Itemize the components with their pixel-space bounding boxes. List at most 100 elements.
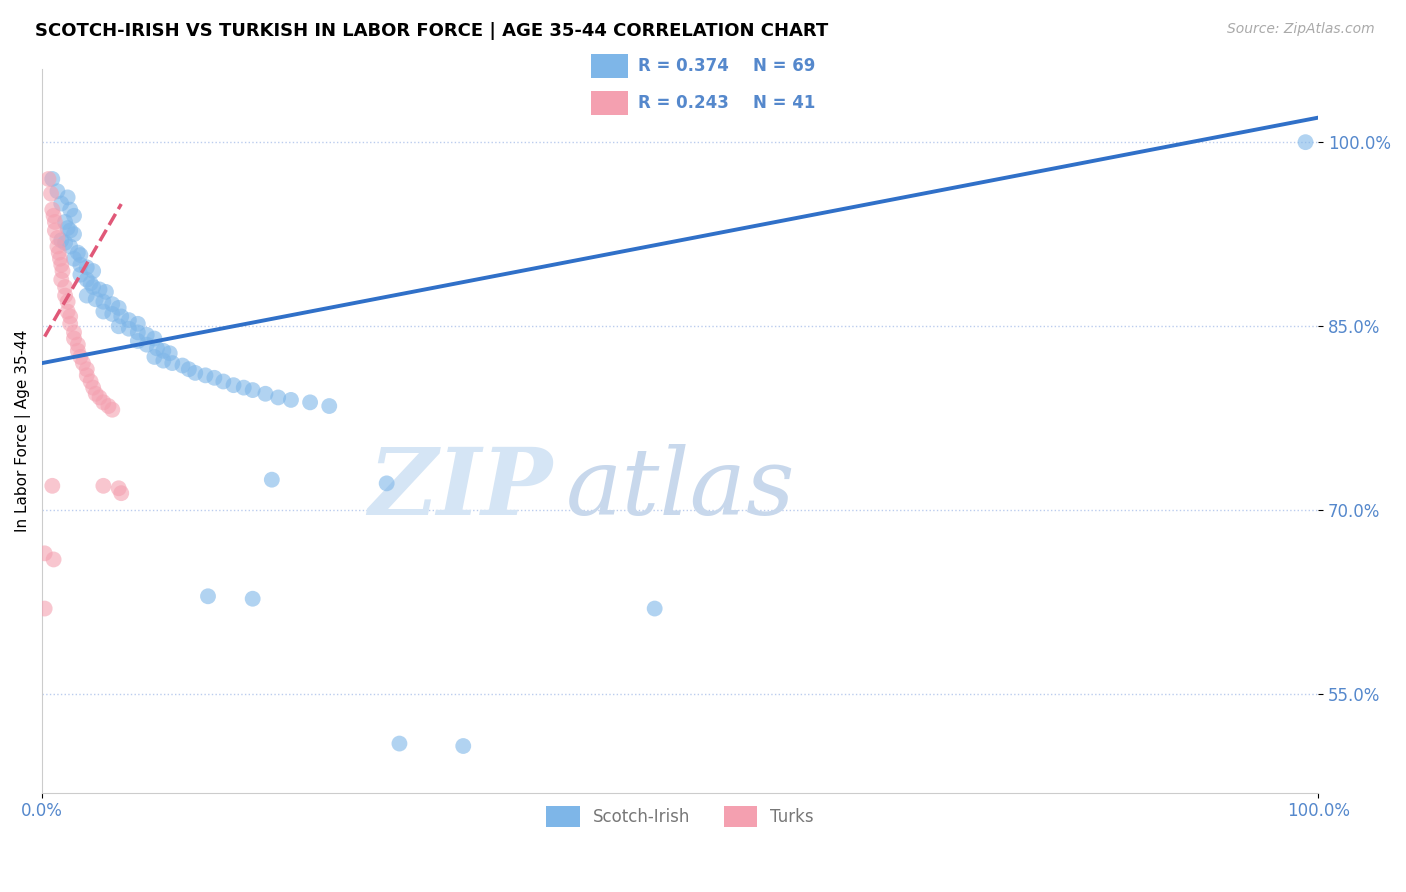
Point (93, 395, 115, 409)
Point (110, 486, 132, 500)
Point (84, 386, 107, 401)
Y-axis label: In Labor Force | Age 35-44: In Labor Force | Age 35-44 (15, 329, 31, 532)
Point (127, 326, 149, 340)
Point (69, 350, 91, 364)
Point (152, 343, 174, 358)
Point (63, 209, 86, 223)
Point (267, 391, 290, 405)
Point (202, 371, 225, 385)
Point (56, 294, 79, 309)
Point (375, 476, 398, 491)
Point (1295, 135, 1317, 149)
Point (41, 172, 63, 186)
Point (93, 294, 115, 309)
Point (143, 332, 166, 346)
Point (53, 235, 76, 250)
Point (118, 322, 141, 336)
Point (260, 473, 283, 487)
Point (388, 737, 411, 751)
Point (59, 223, 82, 237)
Point (59, 239, 82, 253)
Point (107, 301, 129, 315)
Point (146, 342, 169, 356)
Point (51, 233, 73, 247)
Point (69, 258, 91, 272)
Text: SCOTCH-IRISH VS TURKISH IN LABOR FORCE | AGE 35-44 CORRELATION CHART: SCOTCH-IRISH VS TURKISH IN LABOR FORCE |… (35, 22, 828, 40)
Point (76, 368, 98, 383)
Point (56, 304, 79, 318)
Point (197, 589, 219, 603)
Text: R = 0.374: R = 0.374 (638, 57, 728, 75)
Point (53, 215, 76, 229)
Point (39, 186, 62, 201)
Point (34, 546, 56, 560)
Text: atlas: atlas (565, 443, 794, 533)
Point (53, 280, 76, 294)
Point (82, 381, 104, 395)
Point (66, 337, 89, 351)
Text: ZIP: ZIP (368, 443, 553, 533)
Point (172, 359, 194, 373)
Point (242, 591, 264, 606)
Point (152, 353, 174, 368)
Point (82, 280, 104, 294)
Point (101, 402, 124, 417)
Point (162, 356, 184, 370)
Point (51, 264, 73, 278)
Point (107, 319, 129, 334)
Point (118, 313, 141, 327)
Text: R = 0.243: R = 0.243 (638, 95, 728, 112)
Point (34, 601, 56, 615)
Point (42, 552, 65, 566)
Point (76, 362, 98, 376)
Point (93, 479, 115, 493)
Point (42, 209, 65, 223)
Point (51, 272, 73, 286)
Point (66, 245, 89, 260)
Point (184, 366, 207, 380)
Point (110, 310, 132, 324)
Point (63, 252, 86, 266)
Point (143, 350, 166, 364)
Point (79, 375, 101, 389)
Point (299, 395, 322, 409)
Point (44, 223, 66, 237)
Point (254, 386, 277, 401)
Point (451, 739, 474, 753)
Point (46, 184, 69, 198)
Point (194, 368, 217, 383)
Point (46, 239, 69, 253)
Point (97, 399, 120, 413)
Text: N = 69: N = 69 (752, 57, 815, 75)
Text: N = 41: N = 41 (752, 95, 815, 112)
Point (51, 196, 73, 211)
Point (44, 215, 66, 229)
Point (232, 381, 254, 395)
Point (177, 362, 200, 376)
Point (69, 248, 91, 262)
Point (56, 221, 79, 235)
Point (94, 285, 117, 299)
Point (159, 346, 181, 360)
Point (56, 190, 79, 204)
Point (79, 277, 101, 291)
Point (101, 297, 124, 311)
Point (212, 375, 235, 389)
Point (59, 202, 82, 217)
Point (280, 392, 302, 407)
Point (59, 310, 82, 324)
Point (135, 337, 157, 351)
Point (69, 268, 91, 282)
Text: Source: ZipAtlas.com: Source: ZipAtlas.com (1227, 22, 1375, 37)
Point (41, 202, 63, 217)
Bar (592, 54, 627, 78)
Point (51, 258, 73, 272)
Point (63, 227, 86, 242)
Point (89, 391, 111, 405)
Point (53, 288, 76, 302)
Point (59, 317, 82, 331)
Point (644, 601, 666, 615)
Point (318, 399, 340, 413)
Point (222, 378, 245, 392)
Point (72, 356, 94, 370)
